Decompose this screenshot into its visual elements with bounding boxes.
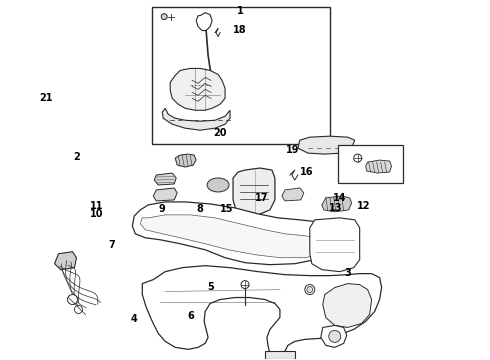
Text: 12: 12 [357,201,370,211]
Polygon shape [175,154,196,167]
Text: 14: 14 [333,193,346,203]
Polygon shape [170,68,225,110]
Polygon shape [132,202,338,265]
Text: 9: 9 [159,204,165,215]
Bar [338,145,403,183]
Polygon shape [322,196,352,212]
Polygon shape [310,218,360,272]
Text: 19: 19 [286,144,299,154]
Text: 11: 11 [90,201,103,211]
Text: 16: 16 [300,167,313,177]
Polygon shape [153,188,177,201]
Circle shape [241,280,249,289]
Circle shape [161,14,167,20]
Text: 21: 21 [39,93,53,103]
Text: 1: 1 [237,6,244,16]
Text: 20: 20 [213,129,226,138]
Circle shape [68,294,77,305]
Polygon shape [366,160,392,173]
Text: 6: 6 [187,311,194,320]
Text: 13: 13 [329,203,342,213]
Text: 3: 3 [344,268,351,278]
Bar [152,7,330,144]
Text: 4: 4 [131,314,138,324]
Text: 7: 7 [109,239,116,249]
Circle shape [307,287,313,293]
Text: 18: 18 [233,25,247,35]
Polygon shape [321,325,347,347]
Text: 17: 17 [255,193,269,203]
Polygon shape [142,266,382,359]
Polygon shape [196,13,212,31]
Polygon shape [154,173,176,185]
Text: 5: 5 [207,282,214,292]
Circle shape [329,330,341,342]
Polygon shape [54,252,76,270]
Text: 2: 2 [73,152,80,162]
Circle shape [305,285,315,294]
Polygon shape [323,284,371,328]
Polygon shape [162,108,230,130]
Polygon shape [233,168,275,215]
Ellipse shape [207,178,229,192]
Circle shape [74,306,82,314]
Polygon shape [282,188,304,201]
Text: 8: 8 [196,204,203,215]
Polygon shape [140,215,328,258]
Circle shape [354,154,362,162]
Bar [265,351,295,359]
Text: 15: 15 [220,204,233,215]
Polygon shape [298,136,355,154]
Text: 10: 10 [90,209,103,219]
